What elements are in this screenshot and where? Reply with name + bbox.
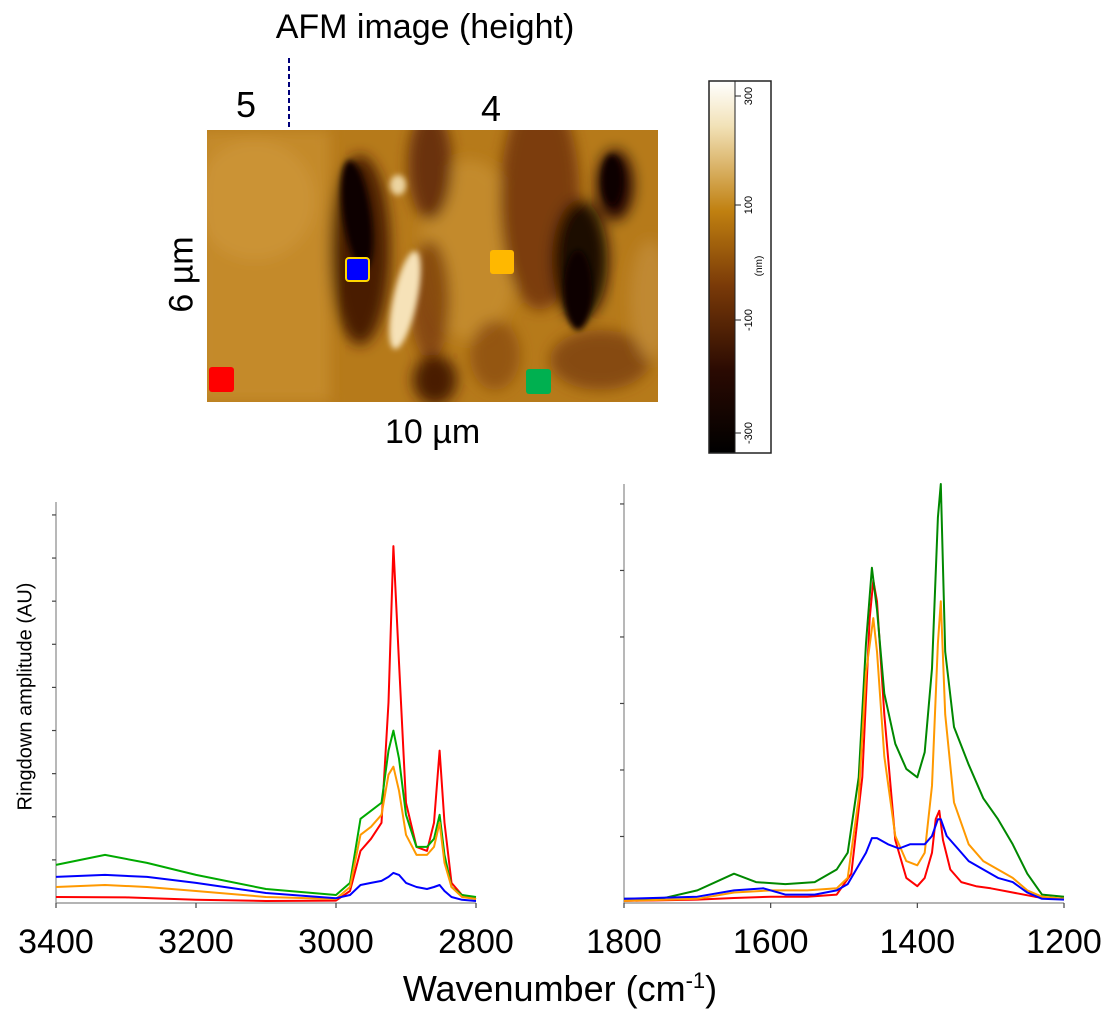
spectrum-line [55, 545, 477, 902]
red-marker [209, 367, 234, 392]
ch-stretch-chart: 3400 3200 3000 2800 [18, 502, 514, 961]
x-tick-label: 1400 [880, 923, 956, 961]
spectra-panel: 3400 3200 3000 2800 1800 1600 1400 1200 [18, 483, 1102, 961]
colorbar-tick: 100 [743, 196, 755, 214]
x-axis-label-close: ) [705, 968, 718, 1009]
afm-panel: 300 100 -100 -300 (nm) [207, 58, 772, 454]
x-axis-label-text: Wavenumber (cm [402, 968, 686, 1009]
spectrum-line [55, 729, 477, 898]
colorbar-tick: -300 [743, 422, 755, 444]
x-tick-label: 2800 [438, 923, 514, 961]
afm-title: AFM image (height) [275, 8, 575, 46]
green-marker [526, 369, 551, 394]
spectrum-line [623, 600, 1065, 902]
afm-width-label: 10 µm [385, 413, 481, 451]
colorbar-tick: -100 [743, 309, 755, 331]
afm-height-image [207, 130, 658, 402]
colorbar-tick: 300 [743, 87, 755, 105]
spectrum-line [55, 871, 477, 902]
y-axis-label: Ringdown amplitude (AU) [14, 582, 37, 811]
blue-marker [345, 257, 370, 282]
spectrum-line [623, 579, 1064, 902]
afm-height-label: 6 µm [162, 236, 201, 313]
fingerprint-chart: 1800 1600 1400 1200 [586, 483, 1102, 961]
spectrum-line [55, 765, 477, 900]
region-label-right: 4 [481, 88, 502, 129]
orange-marker [490, 250, 514, 274]
x-tick-label: 1200 [1026, 923, 1102, 961]
colorbar-unit: (nm) [754, 256, 765, 277]
region-label-left: 5 [236, 84, 257, 125]
spectrum-line [624, 483, 1065, 900]
colorbar: 300 100 -100 -300 (nm) [708, 80, 772, 454]
x-tick-label: 3400 [18, 923, 94, 961]
x-tick-label: 3200 [158, 923, 234, 961]
spectrum-line [623, 818, 1065, 901]
x-axis-label: Wavenumber (cm-1) [0, 968, 1120, 1010]
x-tick-label: 1600 [733, 923, 809, 961]
x-tick-label: 1800 [586, 923, 662, 961]
x-axis-label-sup: -1 [685, 968, 706, 993]
x-tick-label: 3000 [298, 923, 374, 961]
